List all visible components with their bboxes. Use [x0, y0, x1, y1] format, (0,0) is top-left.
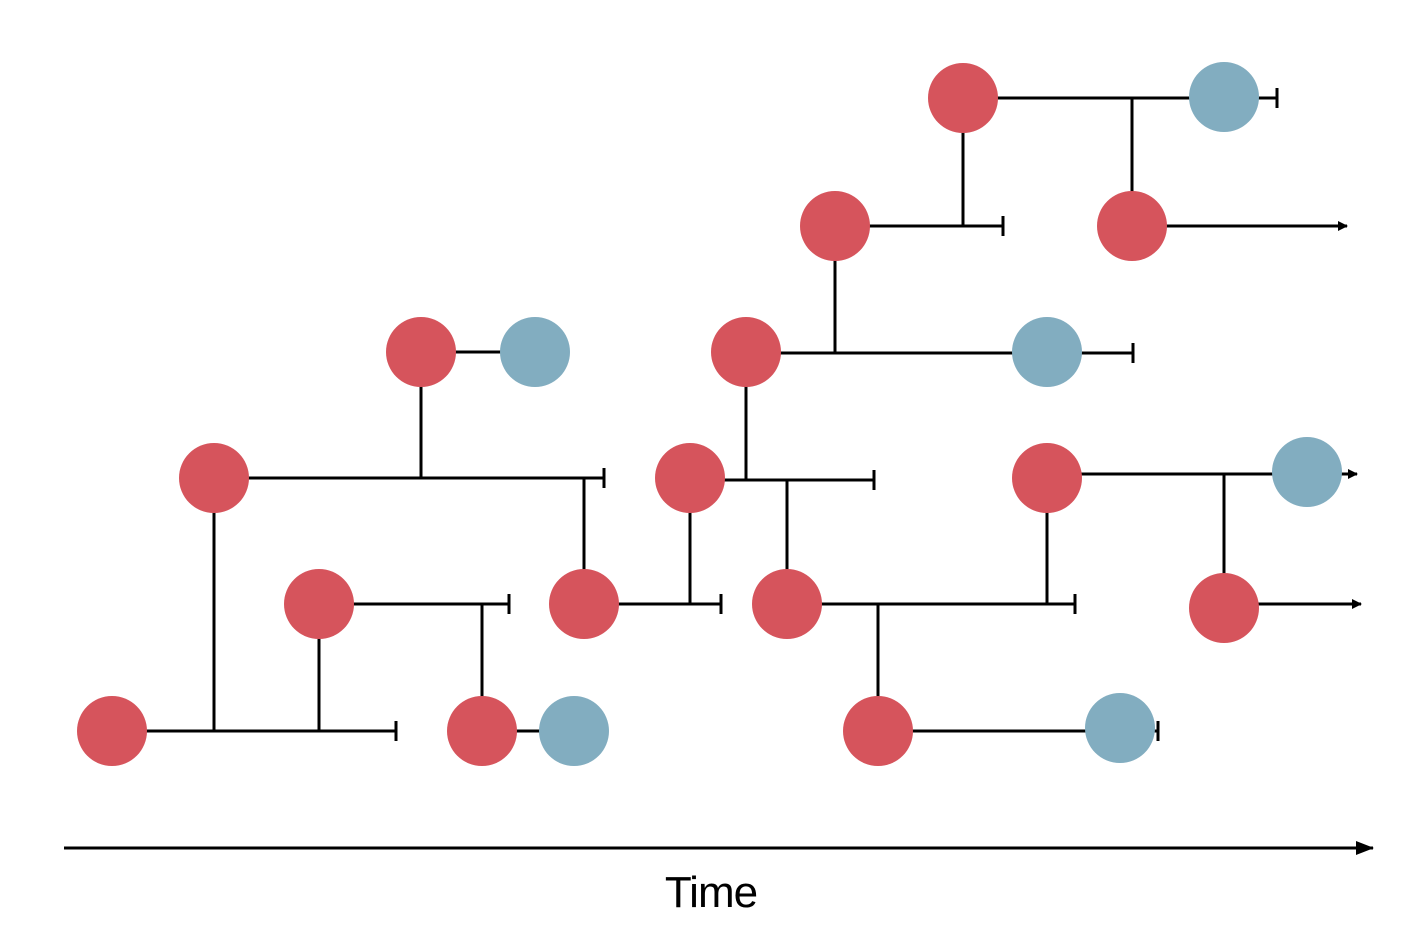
- red-node: [447, 696, 517, 766]
- red-node: [928, 63, 998, 133]
- nodes: [77, 62, 1342, 766]
- red-node: [1097, 191, 1167, 261]
- red-node: [843, 696, 913, 766]
- red-node: [179, 443, 249, 513]
- red-node: [549, 569, 619, 639]
- blue-node: [539, 696, 609, 766]
- continuing-branches: [1047, 221, 1362, 609]
- red-node: [1012, 443, 1082, 513]
- red-node: [1189, 573, 1259, 643]
- blue-node: [1085, 693, 1155, 763]
- blue-node: [1272, 437, 1342, 507]
- blue-node: [500, 317, 570, 387]
- branch-lines: [112, 88, 1279, 741]
- red-node: [711, 317, 781, 387]
- time-axis-label: Time: [664, 868, 758, 917]
- red-node: [655, 443, 725, 513]
- red-node: [77, 696, 147, 766]
- red-node: [284, 569, 354, 639]
- red-node: [800, 191, 870, 261]
- blue-node: [1189, 62, 1259, 132]
- blue-node: [1012, 317, 1082, 387]
- red-node: [386, 317, 456, 387]
- red-node: [752, 569, 822, 639]
